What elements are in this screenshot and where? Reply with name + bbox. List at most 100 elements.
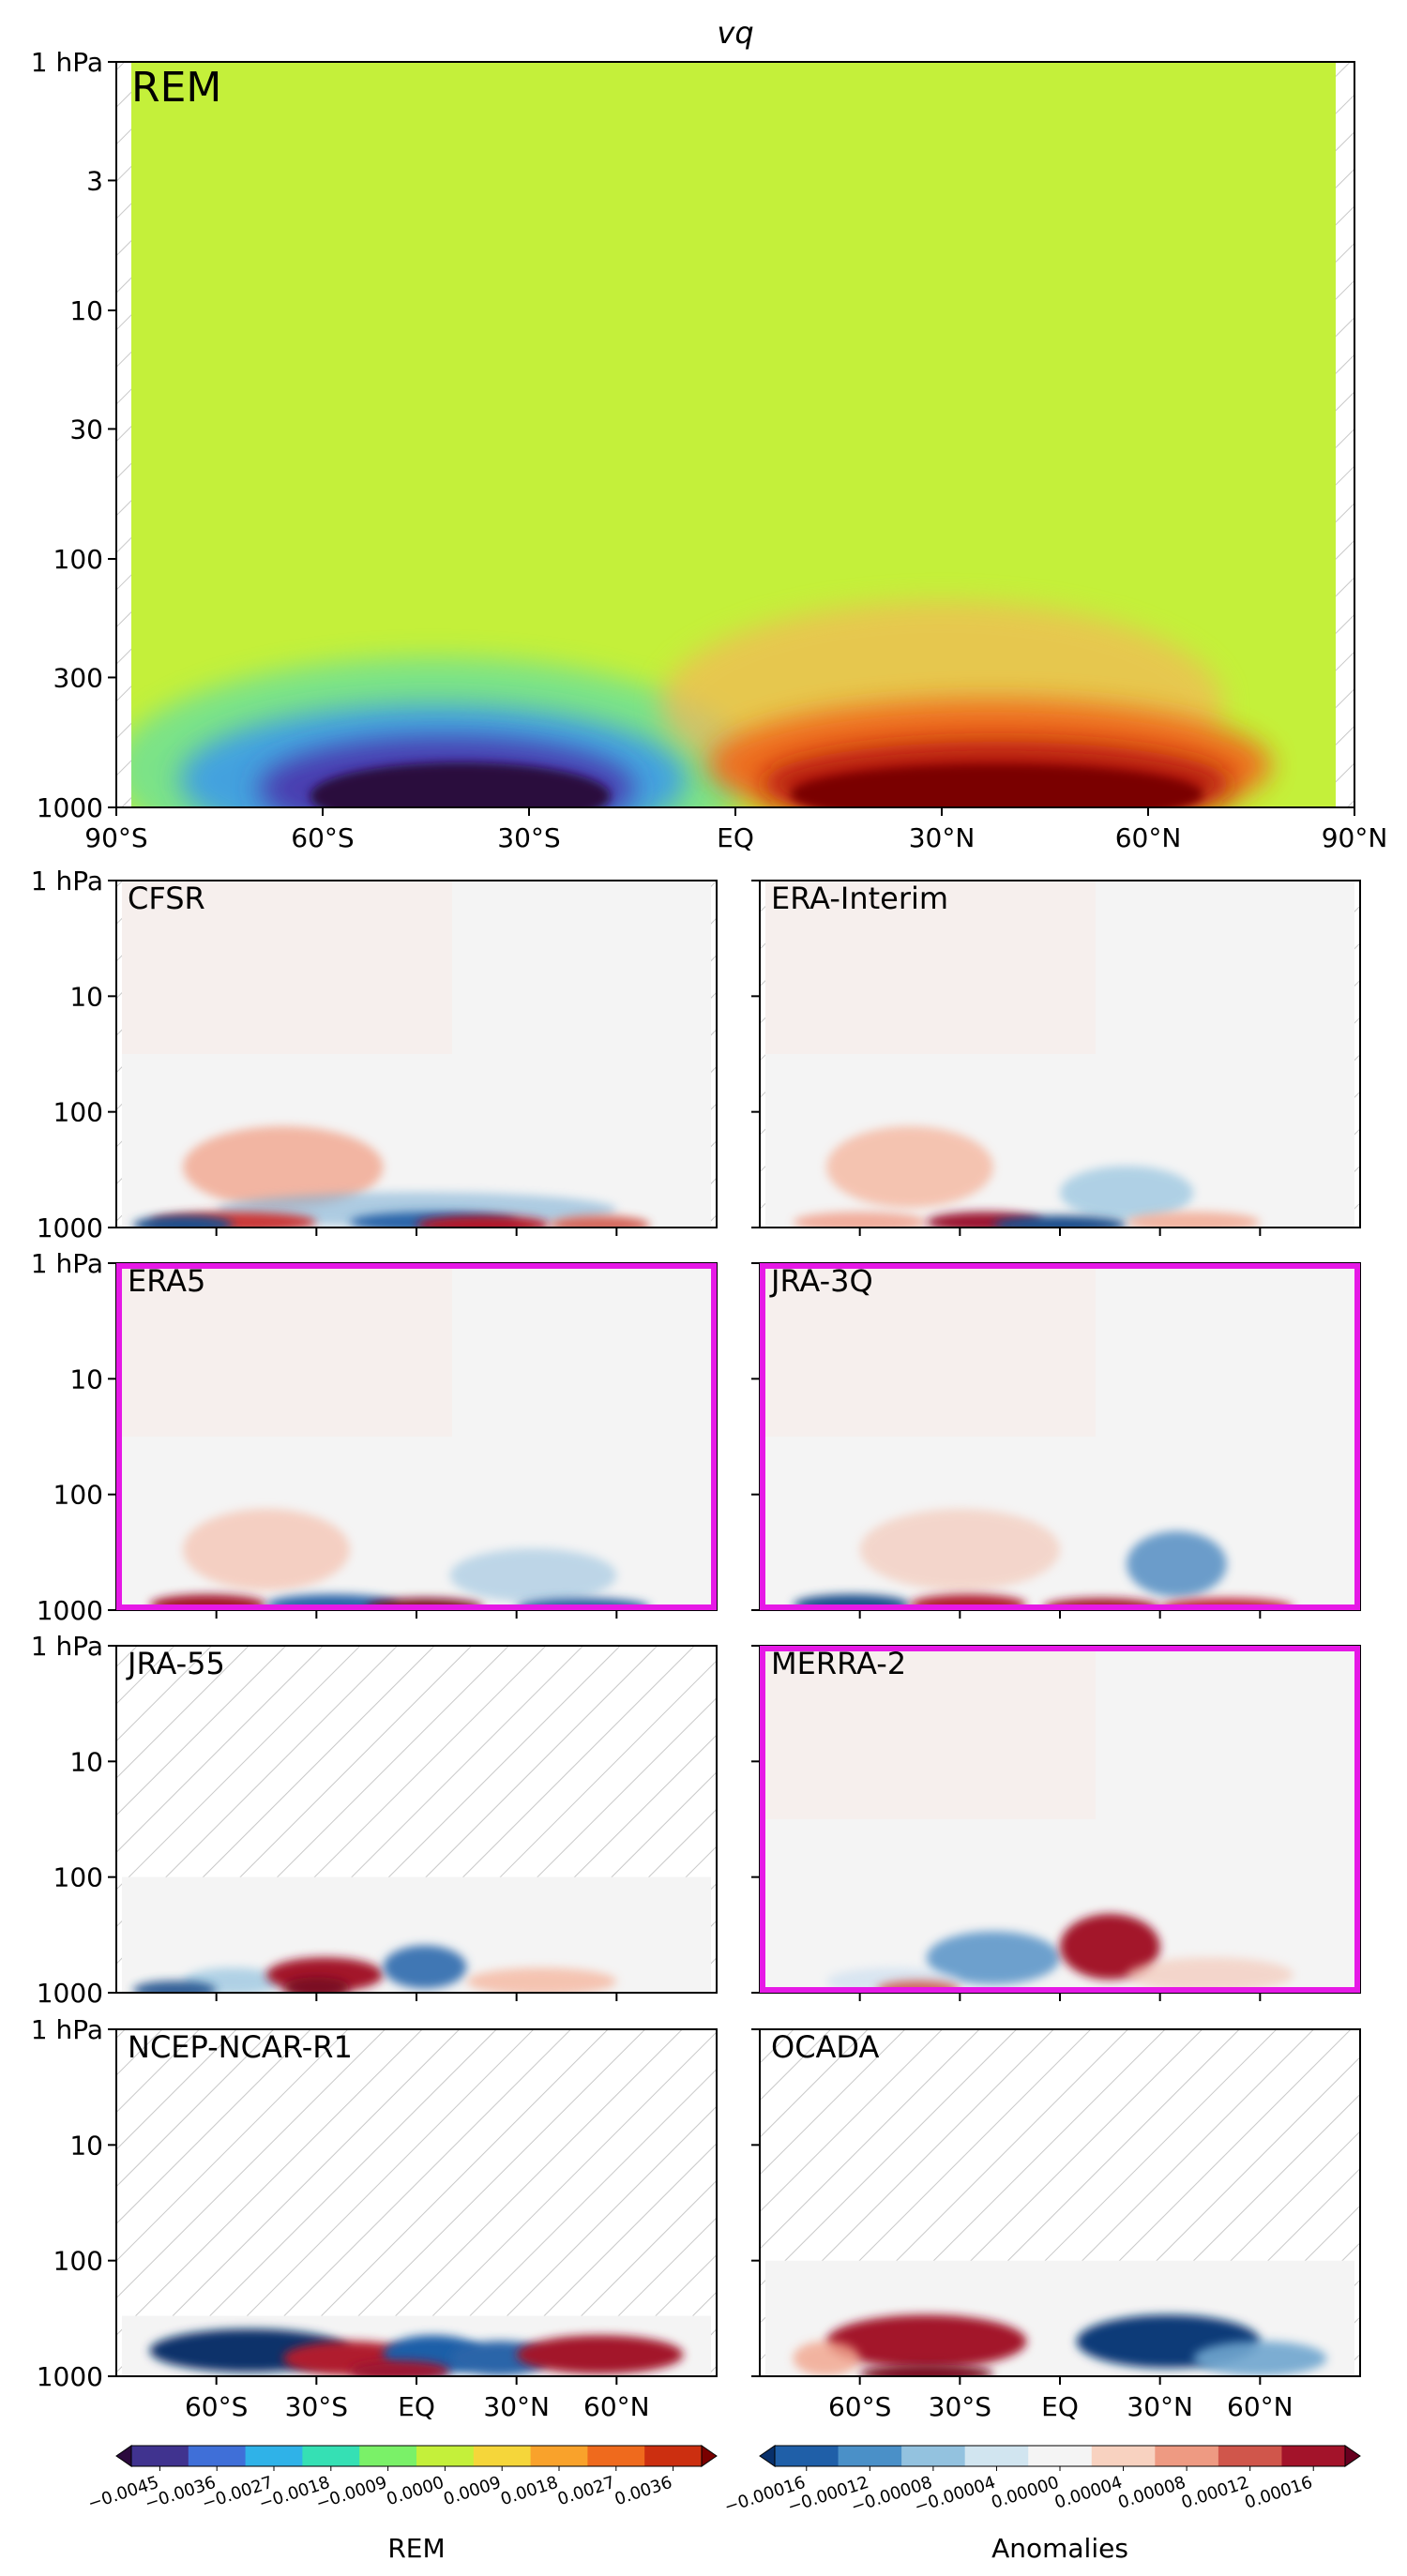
colorbar-segment <box>131 2446 189 2466</box>
y-tick-label: 10 <box>69 981 103 1012</box>
y-tick-label: 100 <box>53 1862 103 1893</box>
panel-ocada <box>760 2029 1360 2376</box>
y-tick-label: 10 <box>69 2130 103 2161</box>
panel-tint <box>765 1263 1096 1437</box>
colorbar-segment <box>901 2446 966 2466</box>
colorbar-segment <box>1281 2446 1346 2466</box>
y-tick-label: 100 <box>53 544 103 575</box>
y-tick-label: 30 <box>69 414 103 444</box>
panel-cfsr <box>116 881 717 1228</box>
colorbar-tick-label: 0.0018 <box>498 2473 560 2509</box>
x-tick-label: 30°S <box>285 2391 348 2422</box>
x-tick-label: 60°N <box>1227 2391 1294 2422</box>
anomaly-patch <box>1060 1166 1194 1220</box>
anomaly-patch <box>282 1977 350 1993</box>
anomaly-patch <box>1127 1530 1227 1597</box>
colorbar-segment <box>302 2446 360 2466</box>
panel-jra-55 <box>116 1646 717 1993</box>
anomaly-patch <box>132 1215 234 1228</box>
anomaly-patch <box>449 1548 617 1603</box>
colorbar-frame <box>130 2445 703 2467</box>
y-tick-label: 100 <box>53 1480 103 1511</box>
colorbar-segment <box>1028 2446 1093 2466</box>
anomaly-patch <box>926 1931 1060 1985</box>
x-tick-label: 60°N <box>1115 822 1182 853</box>
panel-era-interim <box>760 881 1360 1228</box>
x-tick-label: EQ <box>1041 2391 1079 2422</box>
colorbar-extend-right <box>701 2445 718 2467</box>
y-tick-label: 1 hPa <box>31 47 103 78</box>
panel-tint <box>765 881 1096 1054</box>
main-features <box>131 601 1272 807</box>
panel-features <box>132 1126 650 1228</box>
colorbar-segment <box>775 2446 840 2466</box>
panel-tint <box>122 881 452 1054</box>
anomaly-patch <box>383 1945 467 1989</box>
y-tick-label: 3 <box>86 165 103 196</box>
anomaly-patch <box>1127 1212 1261 1228</box>
panel-highlight-frame <box>760 1263 1360 1610</box>
y-tick-label: 1000 <box>37 1595 103 1626</box>
anomaly-patch <box>1193 2341 1327 2376</box>
colorbar-segment <box>473 2446 532 2466</box>
colorbar-segment <box>1091 2446 1156 2466</box>
y-tick-label: 100 <box>53 1097 103 1128</box>
panel-features <box>826 1913 1294 1993</box>
colorbar-tick-label: 0.0027 <box>555 2473 617 2509</box>
y-tick-label: 1000 <box>37 792 103 823</box>
anomaly-patch <box>416 1215 551 1228</box>
colorbar-segment <box>530 2446 588 2466</box>
panel-label: MERRA-2 <box>771 1646 906 1681</box>
x-tick-label: EQ <box>398 2391 435 2422</box>
anomaly-patch <box>826 2314 1027 2369</box>
y-tick-label: 100 <box>53 2246 103 2277</box>
colorbar-segment <box>644 2446 703 2466</box>
x-tick-label: 60°S <box>185 2391 248 2422</box>
panel-label: OCADA <box>771 2029 880 2065</box>
anomaly-patch <box>992 1215 1127 1228</box>
panel-highlight-frame <box>760 1646 1360 1993</box>
x-tick-label: EQ <box>717 822 754 853</box>
colorbar-tick-label: 0.00000 <box>989 2473 1061 2513</box>
colorbar-tick-label: 0.00008 <box>1115 2473 1188 2513</box>
panel-label-rem: REM <box>131 64 221 112</box>
colorbar-segment <box>359 2446 417 2466</box>
panel-label: CFSR <box>128 881 205 916</box>
panel-jra-3q <box>760 1263 1360 1610</box>
anomaly-patch <box>859 2364 993 2376</box>
panel-features <box>149 2328 684 2376</box>
anomaly-patch <box>826 1126 993 1208</box>
y-tick-label: 1000 <box>37 1213 103 1243</box>
x-tick-label: 30°N <box>483 2391 550 2422</box>
y-tick-label: 1 hPa <box>31 1248 103 1279</box>
colorbar-segment <box>587 2446 645 2466</box>
chart-title: vq <box>717 15 753 51</box>
panel-label: ERA-Interim <box>771 881 948 916</box>
y-tick-label: 1000 <box>37 2361 103 2392</box>
anomaly-patch <box>1127 1957 1294 1993</box>
x-tick-label: 60°S <box>828 2391 891 2422</box>
colorbar-extend-right <box>1344 2445 1361 2467</box>
anomaly-patch <box>183 1509 350 1590</box>
anomaly-patch <box>1060 1913 1160 1980</box>
colorbar-segment <box>1155 2446 1219 2466</box>
panel-label: NCEP-NCAR-R1 <box>128 2029 353 2065</box>
anomaly-patch <box>550 1215 650 1228</box>
y-tick-label: 10 <box>69 1363 103 1394</box>
colorbar-tick-label: 0.0009 <box>441 2473 503 2509</box>
x-tick-label: 30°N <box>1127 2391 1193 2422</box>
panel-ncep-ncar-r1 <box>116 2029 717 2376</box>
colorbar-segment <box>964 2446 1029 2466</box>
colorbar-label: Anomalies <box>991 2533 1128 2564</box>
anomaly-patch <box>793 2341 860 2376</box>
anomaly-patch <box>349 2360 450 2376</box>
panel-era5 <box>116 1263 717 1610</box>
panel-label: JRA-3Q <box>769 1263 873 1299</box>
colorbar-tick-label: 0.0000 <box>385 2473 446 2509</box>
x-tick-label: 60°S <box>291 822 354 853</box>
x-tick-label: 60°N <box>583 2391 650 2422</box>
colorbar-segment <box>188 2446 247 2466</box>
panel-features <box>793 1126 1261 1228</box>
colorbar-tick-label: 0.00012 <box>1179 2473 1251 2513</box>
